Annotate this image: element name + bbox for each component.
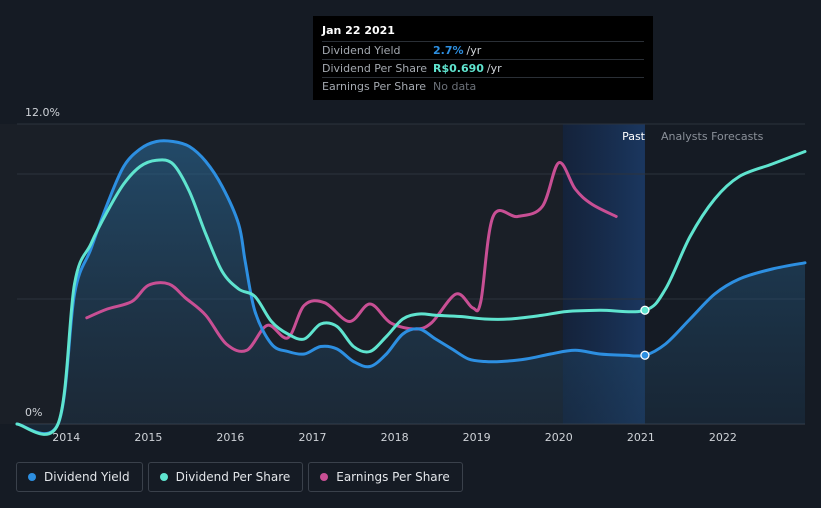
x-tick-label: 2021 bbox=[627, 431, 655, 444]
legend-item-dividend-yield[interactable]: Dividend Yield bbox=[16, 462, 143, 492]
past-label: Past bbox=[622, 130, 646, 143]
x-tick-label: 2019 bbox=[463, 431, 491, 444]
y-axis-min-label: 0% bbox=[25, 406, 42, 419]
dividend-yield-dot-icon bbox=[28, 473, 36, 481]
dividend-yield-area bbox=[17, 140, 805, 434]
tooltip-label: Dividend Yield bbox=[322, 44, 401, 57]
legend-item-dividend-per-share[interactable]: Dividend Per Share bbox=[147, 462, 304, 492]
tooltip-value: R$0.690 bbox=[433, 62, 484, 75]
tooltip-value: No data bbox=[433, 80, 477, 93]
legend-item-earnings-per-share[interactable]: Earnings Per Share bbox=[308, 462, 463, 492]
tooltip-label: Dividend Per Share bbox=[322, 62, 428, 75]
legend: Dividend Yield Dividend Per Share Earnin… bbox=[16, 462, 463, 492]
legend-label: Dividend Per Share bbox=[175, 470, 291, 484]
y-axis-max-label: 12.0% bbox=[25, 106, 60, 119]
x-tick-label: 2016 bbox=[216, 431, 244, 444]
legend-label: Earnings Per Share bbox=[336, 470, 450, 484]
tooltip-value: 2.7% bbox=[433, 44, 464, 57]
dividend-yield-marker bbox=[640, 350, 650, 360]
earnings-per-share-line bbox=[85, 161, 618, 353]
x-tick-label: 2022 bbox=[709, 431, 737, 444]
tooltip-date: Jan 22 2021 bbox=[322, 24, 395, 37]
tooltip-row-earnings-per-share: Earnings Per Share No data bbox=[322, 77, 644, 95]
x-tick-label: 2020 bbox=[545, 431, 573, 444]
earnings-per-share-dot-icon bbox=[320, 473, 329, 481]
x-tick-label: 2018 bbox=[381, 431, 409, 444]
dividend-yield-line bbox=[15, 139, 807, 436]
analysts-forecasts-label: Analysts Forecasts bbox=[661, 130, 764, 143]
dividend-chart: 12.0% 0% Past Analysts Forecasts 2014 201… bbox=[15, 106, 807, 444]
dividend-per-share-dot-icon bbox=[159, 473, 168, 481]
tooltip-unit: /yr bbox=[466, 44, 482, 57]
tooltip-row-dividend-yield: Dividend Yield 2.7% /yr bbox=[322, 41, 644, 59]
x-tick-label: 2015 bbox=[134, 431, 162, 444]
dividend-per-share-line bbox=[15, 150, 807, 436]
x-tick-label: 2014 bbox=[52, 431, 80, 444]
tooltip-label: Earnings Per Share bbox=[322, 80, 427, 93]
tooltip-unit: /yr bbox=[486, 62, 502, 75]
tooltip-row-dividend-per-share: Dividend Per Share R$0.690 /yr bbox=[322, 59, 644, 77]
legend-label: Dividend Yield bbox=[44, 470, 130, 484]
tooltip: Jan 22 2021 Dividend Yield 2.7% /yr Divi… bbox=[313, 16, 653, 100]
dividend-per-share-marker bbox=[640, 305, 650, 315]
x-tick-label: 2017 bbox=[299, 431, 327, 444]
